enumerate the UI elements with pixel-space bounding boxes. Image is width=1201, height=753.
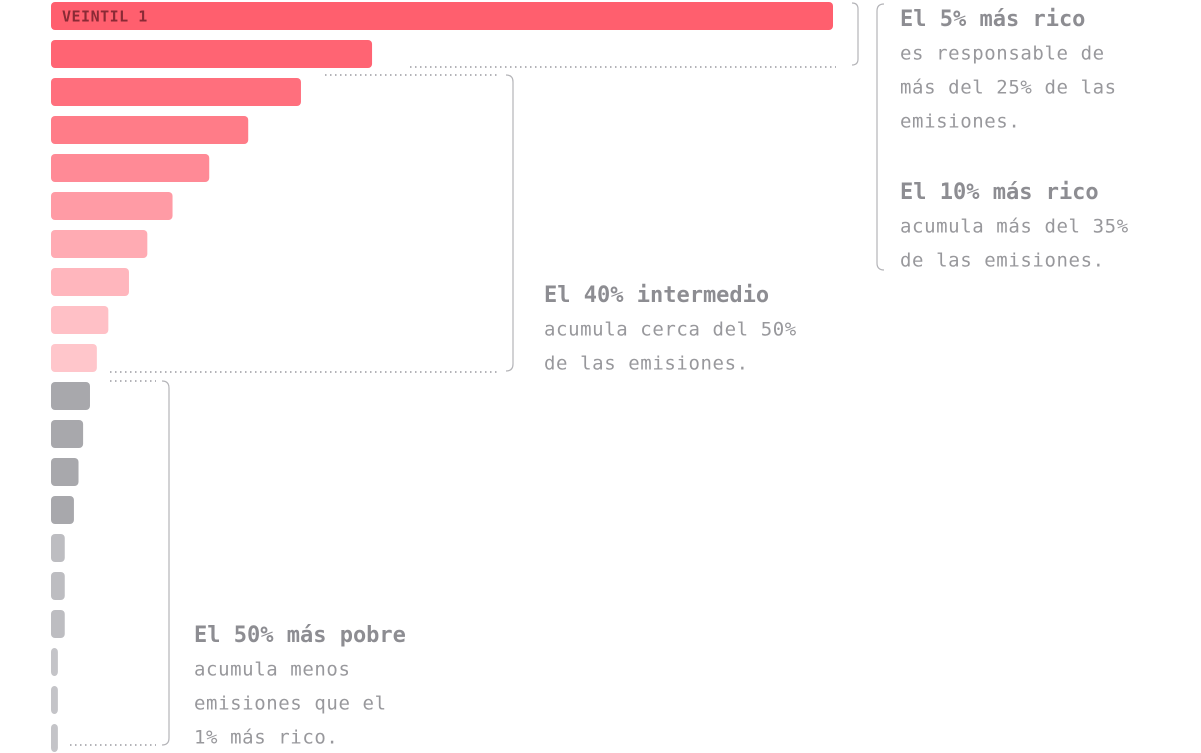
bar (51, 154, 210, 182)
bar (51, 306, 109, 334)
bar (51, 572, 65, 600)
bar (51, 230, 148, 258)
annotation-text: de las emisiones. (900, 250, 1105, 272)
annotation-title: El 5% más rico (900, 7, 1085, 32)
bracket-top5 (851, 2, 859, 66)
annotation-text: acumula cerca del 50% (544, 319, 797, 341)
annotation-title: El 10% más rico (900, 180, 1099, 205)
bar (51, 78, 301, 106)
brackets (70, 2, 885, 746)
bar (51, 192, 173, 220)
annotation-text: acumula menos (194, 659, 351, 681)
bar-label: VEINTIL 1 (62, 8, 148, 26)
bar (51, 2, 833, 30)
bar (51, 496, 74, 524)
bracket-text (876, 3, 885, 271)
bar (51, 724, 58, 752)
annotation-text: emisiones que el (194, 693, 387, 715)
bar (51, 382, 90, 410)
annotation-title: El 40% intermedio (544, 283, 769, 308)
bar (51, 116, 249, 144)
bar (51, 268, 129, 296)
annotation-text: acumula más del 35% (900, 216, 1129, 238)
annotation-text: emisiones. (900, 111, 1020, 133)
bar (51, 610, 65, 638)
annotation-text: 1% más rico. (194, 727, 338, 749)
bar (51, 420, 84, 448)
bar (51, 40, 373, 68)
annotation-text: de las emisiones. (544, 353, 749, 375)
bar (51, 648, 58, 676)
bracket-middle (505, 74, 514, 372)
annotation-text: es responsable de (900, 43, 1105, 65)
bar (51, 344, 97, 372)
annotation-title: El 50% más pobre (194, 623, 406, 648)
bracket-bottom (161, 380, 170, 746)
bar (51, 686, 58, 714)
annotation-text: más del 25% de las (900, 77, 1117, 99)
bar (51, 458, 79, 486)
bar (51, 534, 65, 562)
